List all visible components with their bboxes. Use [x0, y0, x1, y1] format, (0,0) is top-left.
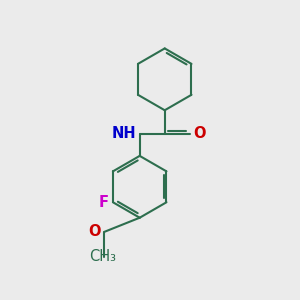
Text: CH₃: CH₃: [89, 249, 116, 264]
Text: F: F: [98, 195, 109, 210]
Text: O: O: [194, 126, 206, 141]
Text: NH: NH: [112, 126, 136, 141]
Text: O: O: [88, 224, 101, 239]
